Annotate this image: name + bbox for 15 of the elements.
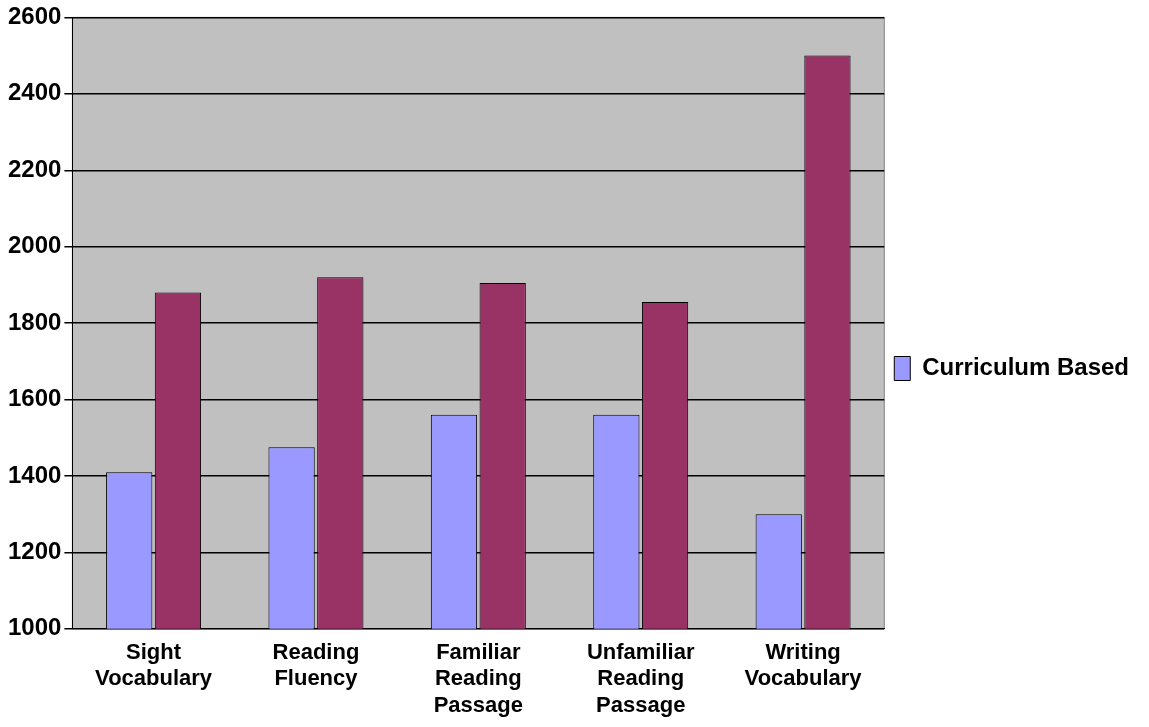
y-tick-label: 1400 <box>8 460 62 488</box>
y-tick-label: 1000 <box>8 613 62 641</box>
y-tick-label: 2000 <box>8 231 62 259</box>
y-tick-label: 2600 <box>8 2 62 30</box>
x-tick-label: Writing Vocabulary <box>744 639 863 691</box>
y-tick-label: 1800 <box>8 307 62 335</box>
x-tick-label: Unfamiliar Reading Passage <box>586 639 695 717</box>
x-tick-label: Familiar Reading Passage <box>433 639 523 717</box>
y-tick-label: 2400 <box>8 78 62 106</box>
y-tick-label: 2200 <box>8 154 62 182</box>
x-tick-label: Sight Vocabulary <box>95 639 213 691</box>
y-tick-label: 1200 <box>8 537 62 564</box>
y-tick-label: 1600 <box>8 384 62 412</box>
x-tick-label: Reading Fluency <box>272 639 360 691</box>
legend-label: Curriculum Based <box>922 353 1129 381</box>
